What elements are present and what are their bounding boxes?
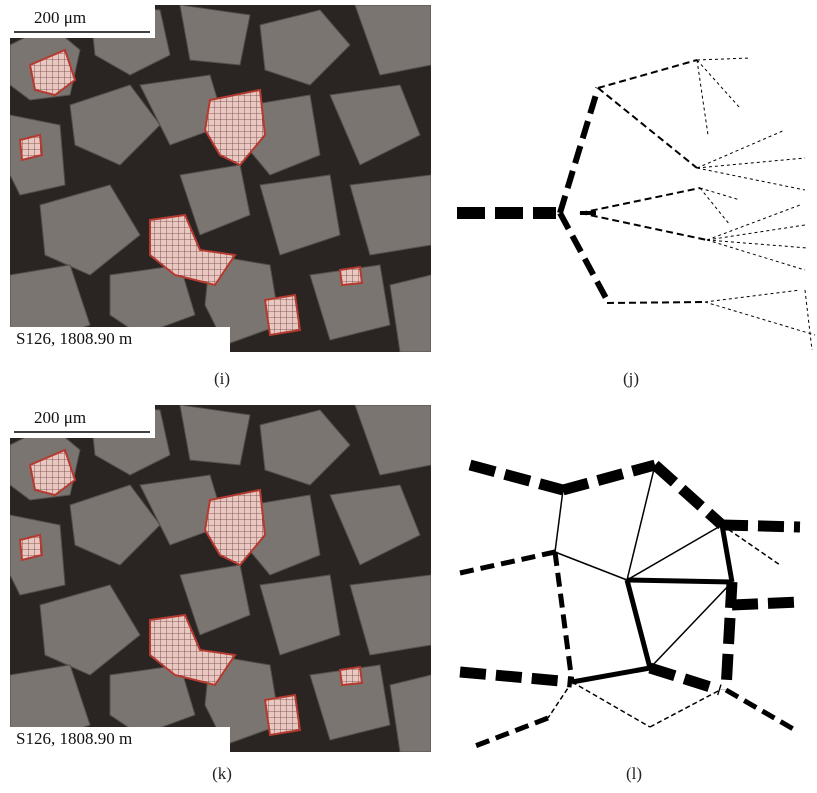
scale-bar-label: 200 μm: [34, 8, 86, 27]
sample-label: S126, 1808.90 m: [16, 329, 132, 348]
caption: (k): [212, 764, 232, 783]
network-diagram: [460, 465, 800, 748]
sample-label: S126, 1808.90 m: [16, 729, 132, 748]
caption: (l): [626, 764, 642, 783]
network-diagram: [457, 58, 815, 350]
scale-bar-label: 200 μm: [34, 408, 86, 427]
caption: (j): [623, 369, 639, 388]
micrograph: [10, 5, 431, 352]
caption: (i): [214, 369, 230, 388]
figure: 200 μm S126, 1808.90 m (i) (j) 200 μm S1…: [0, 0, 817, 793]
micrograph: [10, 405, 431, 752]
